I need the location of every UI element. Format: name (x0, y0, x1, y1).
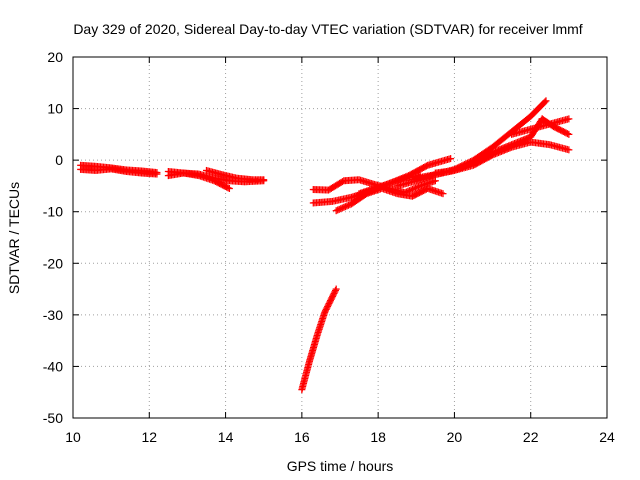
data-point (408, 185, 416, 193)
x-tick-label: 14 (218, 429, 234, 445)
data-point (415, 183, 423, 191)
data-point (343, 202, 351, 210)
data-point (334, 206, 342, 214)
x-tick-labels: 10 12 14 16 18 20 22 24 (65, 429, 615, 445)
data-point (413, 183, 421, 191)
data-point (337, 205, 345, 213)
series-track-6 (298, 285, 340, 394)
data-point (225, 185, 233, 193)
data-point (412, 184, 420, 192)
data-point (224, 184, 232, 192)
series-track-12 (412, 115, 546, 182)
series-track-5 (203, 166, 268, 184)
y-tick-label: -20 (43, 255, 63, 271)
data-point (541, 98, 549, 106)
series-track-15 (508, 115, 573, 138)
chart-title: Day 329 of 2020, Sidereal Day-to-day VTE… (73, 21, 582, 37)
y-axis-label: SDTVAR / TECUs (6, 182, 22, 294)
data-point (335, 205, 343, 213)
data-point (565, 115, 573, 123)
y-tick-label: -10 (43, 204, 63, 220)
data-point (542, 97, 550, 105)
x-tick-label: 24 (599, 429, 615, 445)
series-layer (77, 97, 573, 394)
series-track-4 (164, 167, 233, 193)
y-tick-label: 10 (47, 101, 63, 117)
data-point (338, 204, 346, 212)
data-point (447, 155, 455, 163)
series-track-14 (431, 138, 573, 177)
x-tick-label: 10 (65, 429, 81, 445)
data-point (439, 190, 447, 198)
y-tick-label: -30 (43, 307, 63, 323)
x-axis-label: GPS time / hours (287, 458, 394, 474)
grid-lines (73, 57, 607, 418)
data-point (563, 130, 571, 138)
y-tick-label: 20 (47, 49, 63, 65)
plot-frame (72, 56, 608, 419)
x-tick-label: 18 (370, 429, 386, 445)
data-point (431, 177, 439, 185)
data-point (331, 287, 339, 295)
data-point (565, 146, 573, 154)
data-point (332, 285, 340, 293)
x-tick-label: 22 (523, 429, 539, 445)
data-point (565, 130, 573, 138)
series-track-7 (309, 176, 439, 197)
data-point (340, 203, 348, 211)
x-tick-label: 20 (447, 429, 463, 445)
data-point (344, 201, 352, 209)
y-tick-labels: -50 -40 -30 -20 -10 0 10 20 (43, 49, 63, 426)
data-point (260, 176, 268, 184)
axis-ticks (72, 56, 608, 419)
data-point (341, 203, 349, 211)
y-tick-label: -50 (43, 410, 63, 426)
y-tick-label: -40 (43, 358, 63, 374)
x-tick-label: 16 (294, 429, 310, 445)
series-track-9 (332, 185, 447, 215)
x-tick-label: 12 (141, 429, 157, 445)
data-point (410, 185, 418, 193)
y-tick-label: 0 (55, 152, 63, 168)
data-point (332, 207, 340, 215)
data-point (153, 169, 161, 177)
data-point (407, 186, 415, 194)
series-track-2 (77, 161, 161, 177)
